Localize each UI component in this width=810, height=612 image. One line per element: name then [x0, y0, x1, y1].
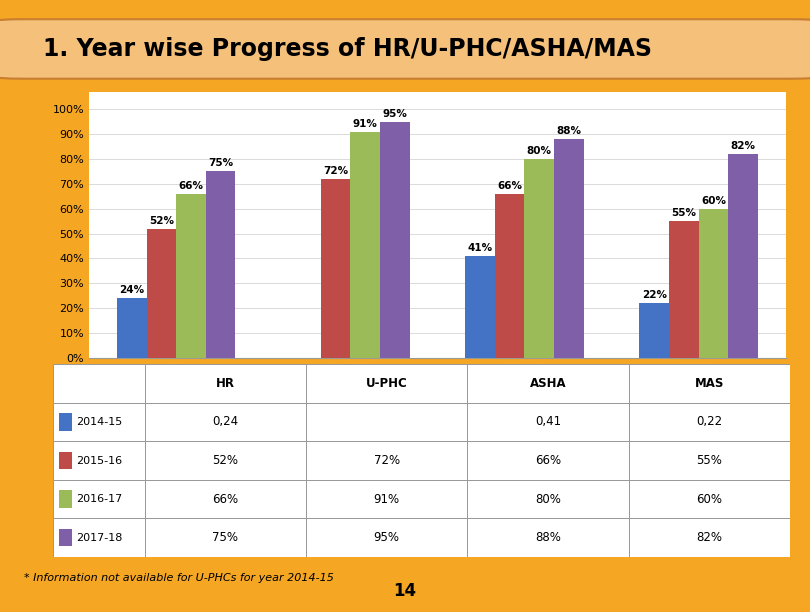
Text: 24%: 24%: [119, 285, 144, 296]
Text: 55%: 55%: [696, 454, 722, 467]
Text: 95%: 95%: [373, 531, 399, 544]
Bar: [306, 364, 467, 403]
Bar: [306, 403, 467, 441]
Text: 60%: 60%: [701, 196, 726, 206]
Bar: [53, 518, 145, 557]
Bar: [495, 194, 524, 358]
Bar: [467, 518, 629, 557]
Text: 41%: 41%: [467, 243, 492, 253]
Bar: [629, 364, 790, 403]
Text: 75%: 75%: [208, 159, 233, 168]
Text: U-PHC: U-PHC: [366, 377, 407, 390]
Text: ASHA: ASHA: [530, 377, 566, 390]
Text: 0,22: 0,22: [696, 416, 723, 428]
Bar: [639, 304, 669, 358]
Bar: [53, 480, 145, 518]
Text: MAS: MAS: [694, 377, 724, 390]
Bar: [53, 441, 145, 480]
Text: 88%: 88%: [556, 126, 582, 136]
FancyBboxPatch shape: [0, 19, 810, 79]
Text: 2014-15: 2014-15: [76, 417, 122, 427]
Bar: [467, 441, 629, 480]
Text: 22%: 22%: [642, 290, 667, 300]
Text: 2016-17: 2016-17: [76, 494, 122, 504]
Bar: [554, 139, 584, 358]
Text: 0,41: 0,41: [535, 416, 561, 428]
Bar: [306, 518, 467, 557]
Text: 55%: 55%: [671, 208, 697, 218]
Text: 66%: 66%: [212, 493, 238, 506]
Bar: [467, 480, 629, 518]
Bar: [145, 441, 306, 480]
Bar: [206, 171, 236, 358]
Bar: [629, 518, 790, 557]
Bar: [728, 154, 758, 358]
Text: 52%: 52%: [149, 215, 174, 226]
Bar: [58, 529, 72, 547]
Text: 66%: 66%: [497, 181, 522, 191]
Bar: [465, 256, 495, 358]
Text: 80%: 80%: [526, 146, 552, 156]
Bar: [306, 480, 467, 518]
Text: 72%: 72%: [373, 454, 399, 467]
Text: 2017-18: 2017-18: [76, 532, 122, 543]
Bar: [380, 122, 410, 358]
Text: 91%: 91%: [352, 119, 377, 129]
Bar: [176, 194, 206, 358]
Bar: [467, 403, 629, 441]
Bar: [53, 403, 145, 441]
Text: HR: HR: [216, 377, 235, 390]
Bar: [321, 179, 350, 358]
Bar: [524, 159, 554, 358]
Bar: [145, 480, 306, 518]
Text: 52%: 52%: [212, 454, 238, 467]
Bar: [53, 364, 145, 403]
Text: 1. Year wise Progress of HR/U-PHC/ASHA/MAS: 1. Year wise Progress of HR/U-PHC/ASHA/M…: [44, 37, 652, 61]
Text: 14: 14: [394, 581, 416, 600]
Text: 60%: 60%: [696, 493, 723, 506]
Bar: [145, 364, 306, 403]
Text: 82%: 82%: [696, 531, 723, 544]
Bar: [117, 298, 147, 358]
Bar: [58, 413, 72, 431]
Text: 88%: 88%: [535, 531, 561, 544]
Bar: [698, 209, 728, 358]
Text: 80%: 80%: [535, 493, 561, 506]
Bar: [145, 518, 306, 557]
Text: 72%: 72%: [323, 166, 348, 176]
Bar: [629, 441, 790, 480]
Text: 91%: 91%: [373, 493, 399, 506]
Text: * Information not available for U-PHCs for year 2014-15: * Information not available for U-PHCs f…: [24, 573, 335, 583]
Bar: [145, 403, 306, 441]
Bar: [467, 364, 629, 403]
Text: 0,24: 0,24: [212, 416, 238, 428]
Text: 82%: 82%: [731, 141, 756, 151]
Text: 66%: 66%: [535, 454, 561, 467]
Text: 75%: 75%: [212, 531, 238, 544]
Bar: [58, 490, 72, 508]
Bar: [629, 403, 790, 441]
Bar: [306, 441, 467, 480]
Bar: [669, 221, 698, 358]
Bar: [58, 452, 72, 469]
Text: 95%: 95%: [382, 109, 407, 119]
Text: 2015-16: 2015-16: [76, 455, 122, 466]
Bar: [147, 229, 177, 358]
Bar: [629, 480, 790, 518]
Bar: [350, 132, 380, 358]
Text: 66%: 66%: [178, 181, 203, 191]
